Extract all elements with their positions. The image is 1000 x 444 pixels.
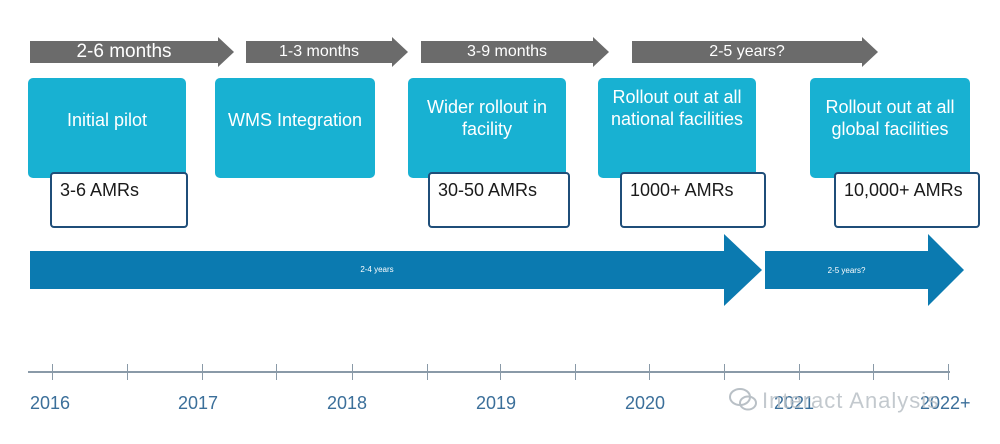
timeline-tick <box>427 364 428 380</box>
amr-box-pilot: 3-6 AMRs <box>50 172 188 228</box>
timeline-tick <box>202 364 203 380</box>
phase-global-rollout: Rollout out at all global facilities <box>810 78 970 178</box>
timeline-tick <box>948 364 949 380</box>
phase-label: Rollout out at all global facilities <box>825 97 955 139</box>
phase-national-rollout: Rollout out at all national facilities <box>598 78 756 178</box>
timeline-tick <box>52 364 53 380</box>
watermark-text: Interact Analysis <box>762 388 940 413</box>
timeline-tick <box>799 364 800 380</box>
duration-arrow-2: 1-3 months <box>246 37 408 67</box>
span-label: 2-4 years <box>360 265 394 274</box>
year-label: 2016 <box>30 393 71 413</box>
timeline-tick <box>649 364 650 380</box>
duration-arrow-3: 3-9 months <box>421 37 609 67</box>
phase-initial-pilot: Initial pilot <box>28 78 186 178</box>
duration-label: 2-5 years? <box>709 43 785 60</box>
duration-label: 1-3 months <box>278 43 360 60</box>
span-label: 2-5 years? <box>827 266 866 275</box>
amr-box-global: 10,000+ AMRs <box>834 172 980 228</box>
timeline-tick <box>575 364 576 380</box>
year-label: 2020 <box>625 393 666 413</box>
phase-label: WMS Integration <box>227 110 363 130</box>
wechat-logo-icon <box>729 388 757 411</box>
duration-arrow-4: 2-5 years? <box>632 37 878 67</box>
timeline-axis <box>28 371 950 373</box>
timeline-tick <box>127 364 128 380</box>
year-label: 2018 <box>327 393 368 413</box>
timeline-tick <box>352 364 353 380</box>
phase-label: Initial pilot <box>66 110 148 130</box>
phase-wms-integration: WMS Integration <box>215 78 375 178</box>
timeline-tick <box>500 364 501 380</box>
amr-box-wider: 30-50 AMRs <box>428 172 570 228</box>
timeline-tick <box>873 364 874 380</box>
duration-label: 3-9 months <box>466 43 548 60</box>
duration-arrow-1: 2-6 months <box>30 37 234 67</box>
phase-wider-rollout: Wider rollout in facility <box>408 78 566 178</box>
year-label: 2022+ <box>920 393 971 413</box>
phase-label: Wider rollout in facility <box>426 97 548 139</box>
timeline-tick <box>724 364 725 380</box>
phase-label: Rollout out at all national facilities <box>610 87 744 129</box>
year-label: 2017 <box>178 393 219 413</box>
amr-box-national: 1000+ AMRs <box>620 172 766 228</box>
year-label: 2019 <box>476 393 517 413</box>
duration-label: 2-6 months <box>76 41 172 62</box>
timeline-tick <box>276 364 277 380</box>
year-label: 2021 <box>774 393 815 413</box>
